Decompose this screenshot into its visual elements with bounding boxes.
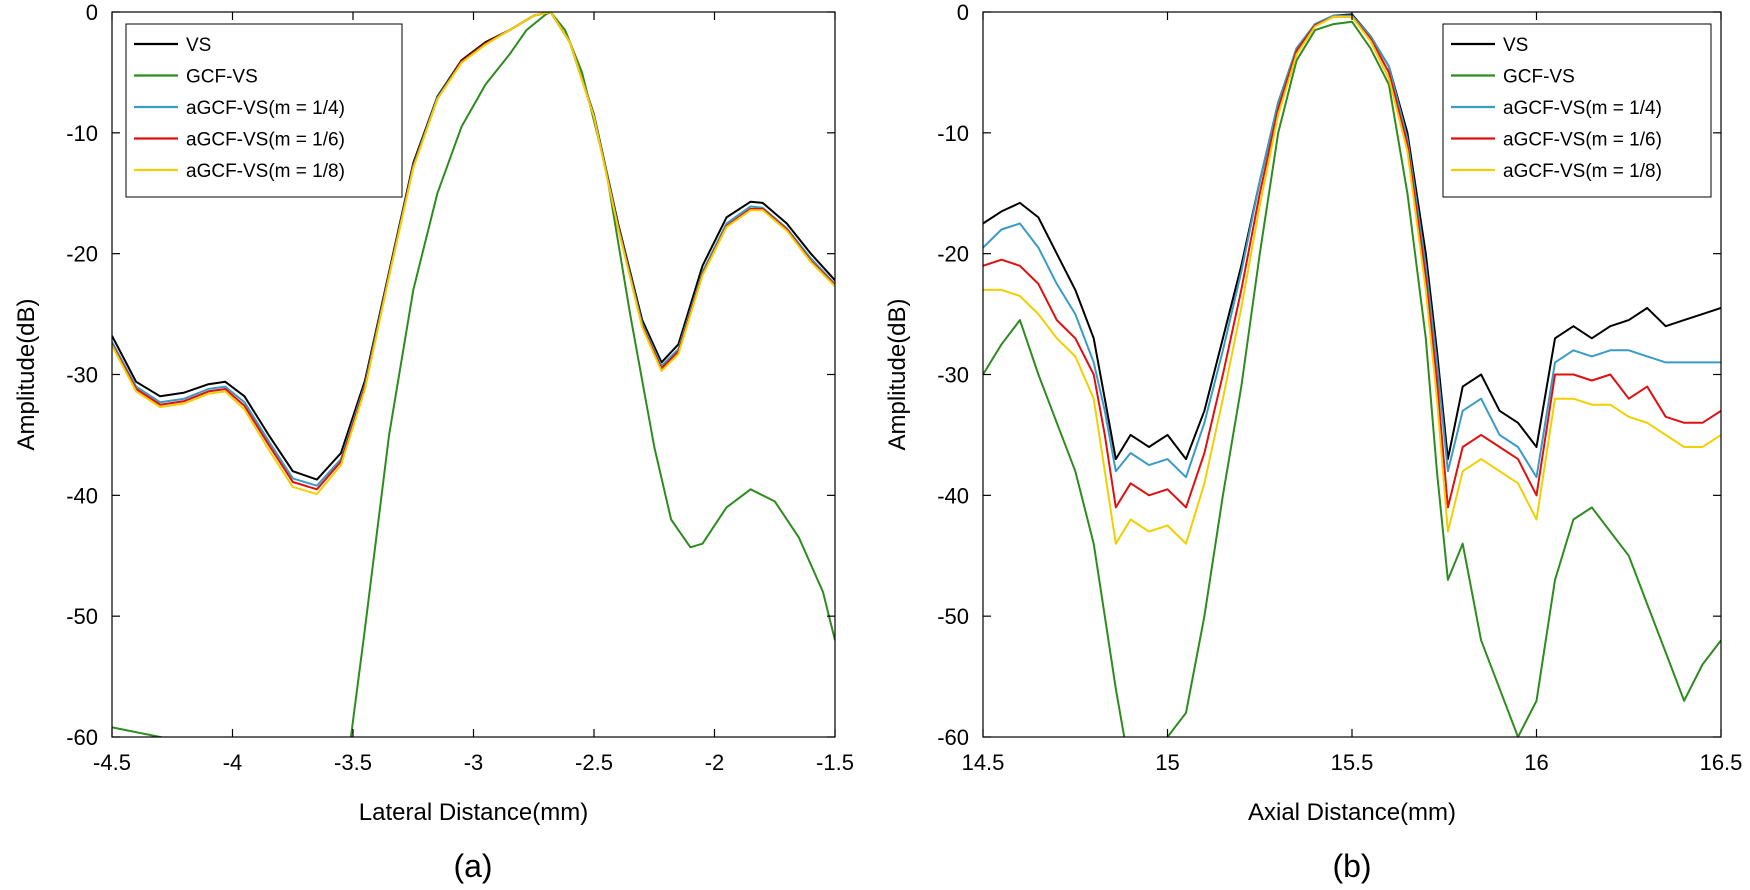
- legend-label: aGCF-VS(m = 1/4): [1503, 98, 1662, 119]
- y-tick-label: -10: [937, 121, 969, 146]
- legend-label: aGCF-VS(m = 1/6): [1503, 130, 1662, 151]
- y-tick-label: 0: [86, 0, 98, 25]
- chart-a: -4.5 -4 -3.5 -3 -2.5 -2 -1.5 0 -10 -20 -30 -40 -50 -6…: [13, 0, 854, 884]
- legend-label: aGCF-VS(m = 1/4): [186, 98, 345, 119]
- legend-label: aGCF-VS(m = 1/8): [1503, 161, 1662, 182]
- y-tick-label: -60: [66, 725, 98, 750]
- legend-box: [125, 23, 403, 198]
- series-line-gcf-vs: [112, 12, 835, 737]
- x-axis-label: Lateral Distance(mm): [359, 799, 588, 826]
- legend-box: [1442, 23, 1712, 198]
- y-tick-label: -30: [66, 363, 98, 388]
- series-line-gcf-vs: [983, 20, 1721, 737]
- legend-label: VS: [186, 35, 211, 56]
- legend-label: aGCF-VS(m = 1/6): [186, 130, 345, 151]
- legend-label: VS: [1503, 35, 1528, 56]
- series-line-agcf-vs-m-1-8-: [112, 12, 835, 496]
- y-tick-label: -30: [937, 363, 969, 388]
- y-axis-label: Amplitude(dB): [13, 298, 40, 450]
- x-tick-label: 16: [1524, 750, 1548, 775]
- y-tick-label: -10: [66, 121, 98, 146]
- y-tick-label: -50: [937, 604, 969, 629]
- x-tick-label: -1.5: [816, 750, 854, 775]
- y-axis-label: Amplitude(dB): [884, 298, 911, 450]
- y-tick-label: -50: [66, 604, 98, 629]
- legend-label: GCF-VS: [186, 67, 258, 88]
- chart-caption: (a): [453, 848, 492, 884]
- legend: VS GCF-VS aGCF-VS(m = 1/4) aGCF-VS(m = 1/6)…: [125, 23, 403, 198]
- y-tick-label: 0: [957, 0, 969, 25]
- x-tick-label: -3: [464, 750, 484, 775]
- y-tick-label: -40: [66, 483, 98, 508]
- x-tick-label: 15.5: [1331, 750, 1374, 775]
- x-tick-label: -4.5: [93, 750, 131, 775]
- chart-b: 14.5 15 15.5 16 16.5 0 -10 -20 -30 -40 -50 -60 Axial…: [884, 0, 1742, 884]
- x-tick-label: -2: [705, 750, 725, 775]
- y-tick-label: -20: [66, 242, 98, 267]
- legend-label: GCF-VS: [1503, 67, 1575, 88]
- y-tick-label: -60: [937, 725, 969, 750]
- x-axis-label: Axial Distance(mm): [1248, 799, 1456, 826]
- series-group: [112, 12, 835, 737]
- x-tick-label: -2.5: [575, 750, 613, 775]
- series-line-vs: [112, 12, 835, 481]
- x-tick-label: -3.5: [334, 750, 372, 775]
- x-tick-label: -4: [223, 750, 243, 775]
- chart-caption: (b): [1332, 848, 1371, 884]
- y-tick-label: -20: [937, 242, 969, 267]
- x-tick-label: 16.5: [1700, 750, 1743, 775]
- x-tick-label: 14.5: [962, 750, 1005, 775]
- legend: VS GCF-VS aGCF-VS(m = 1/4) aGCF-VS(m = 1/6)…: [1442, 23, 1712, 198]
- y-tick-label: -40: [937, 483, 969, 508]
- x-tick-label: 15: [1155, 750, 1179, 775]
- legend-label: aGCF-VS(m = 1/8): [186, 161, 345, 182]
